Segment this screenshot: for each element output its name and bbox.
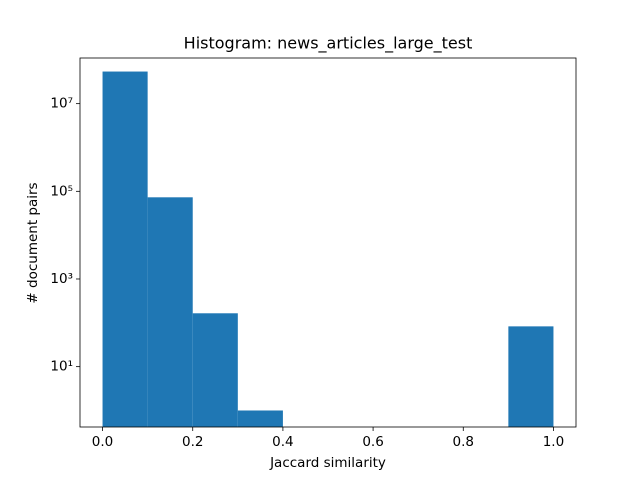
- bar: [147, 197, 193, 427]
- x-tick-label: 0.2: [182, 434, 203, 450]
- bar: [508, 326, 554, 427]
- bar: [192, 313, 238, 427]
- bar: [102, 71, 148, 428]
- y-tick-label: 10¹: [50, 359, 73, 375]
- chart-title: Histogram: news_articles_large_test: [184, 34, 473, 54]
- y-axis-label: # document pairs: [25, 182, 41, 303]
- y-tick-label: 10³: [50, 271, 73, 287]
- x-tick-label: 0.0: [92, 434, 113, 450]
- y-tick-label: 10⁷: [50, 96, 73, 112]
- x-tick-label: 0.8: [453, 434, 474, 450]
- bar: [237, 410, 283, 427]
- y-tick-label: 10⁵: [50, 183, 73, 199]
- x-tick-label: 1.0: [543, 434, 564, 450]
- x-axis-label: Jaccard similarity: [269, 455, 386, 471]
- plot-frame: [79, 57, 577, 428]
- x-tick-label: 0.6: [362, 434, 383, 450]
- x-tick-label: 0.4: [272, 434, 293, 450]
